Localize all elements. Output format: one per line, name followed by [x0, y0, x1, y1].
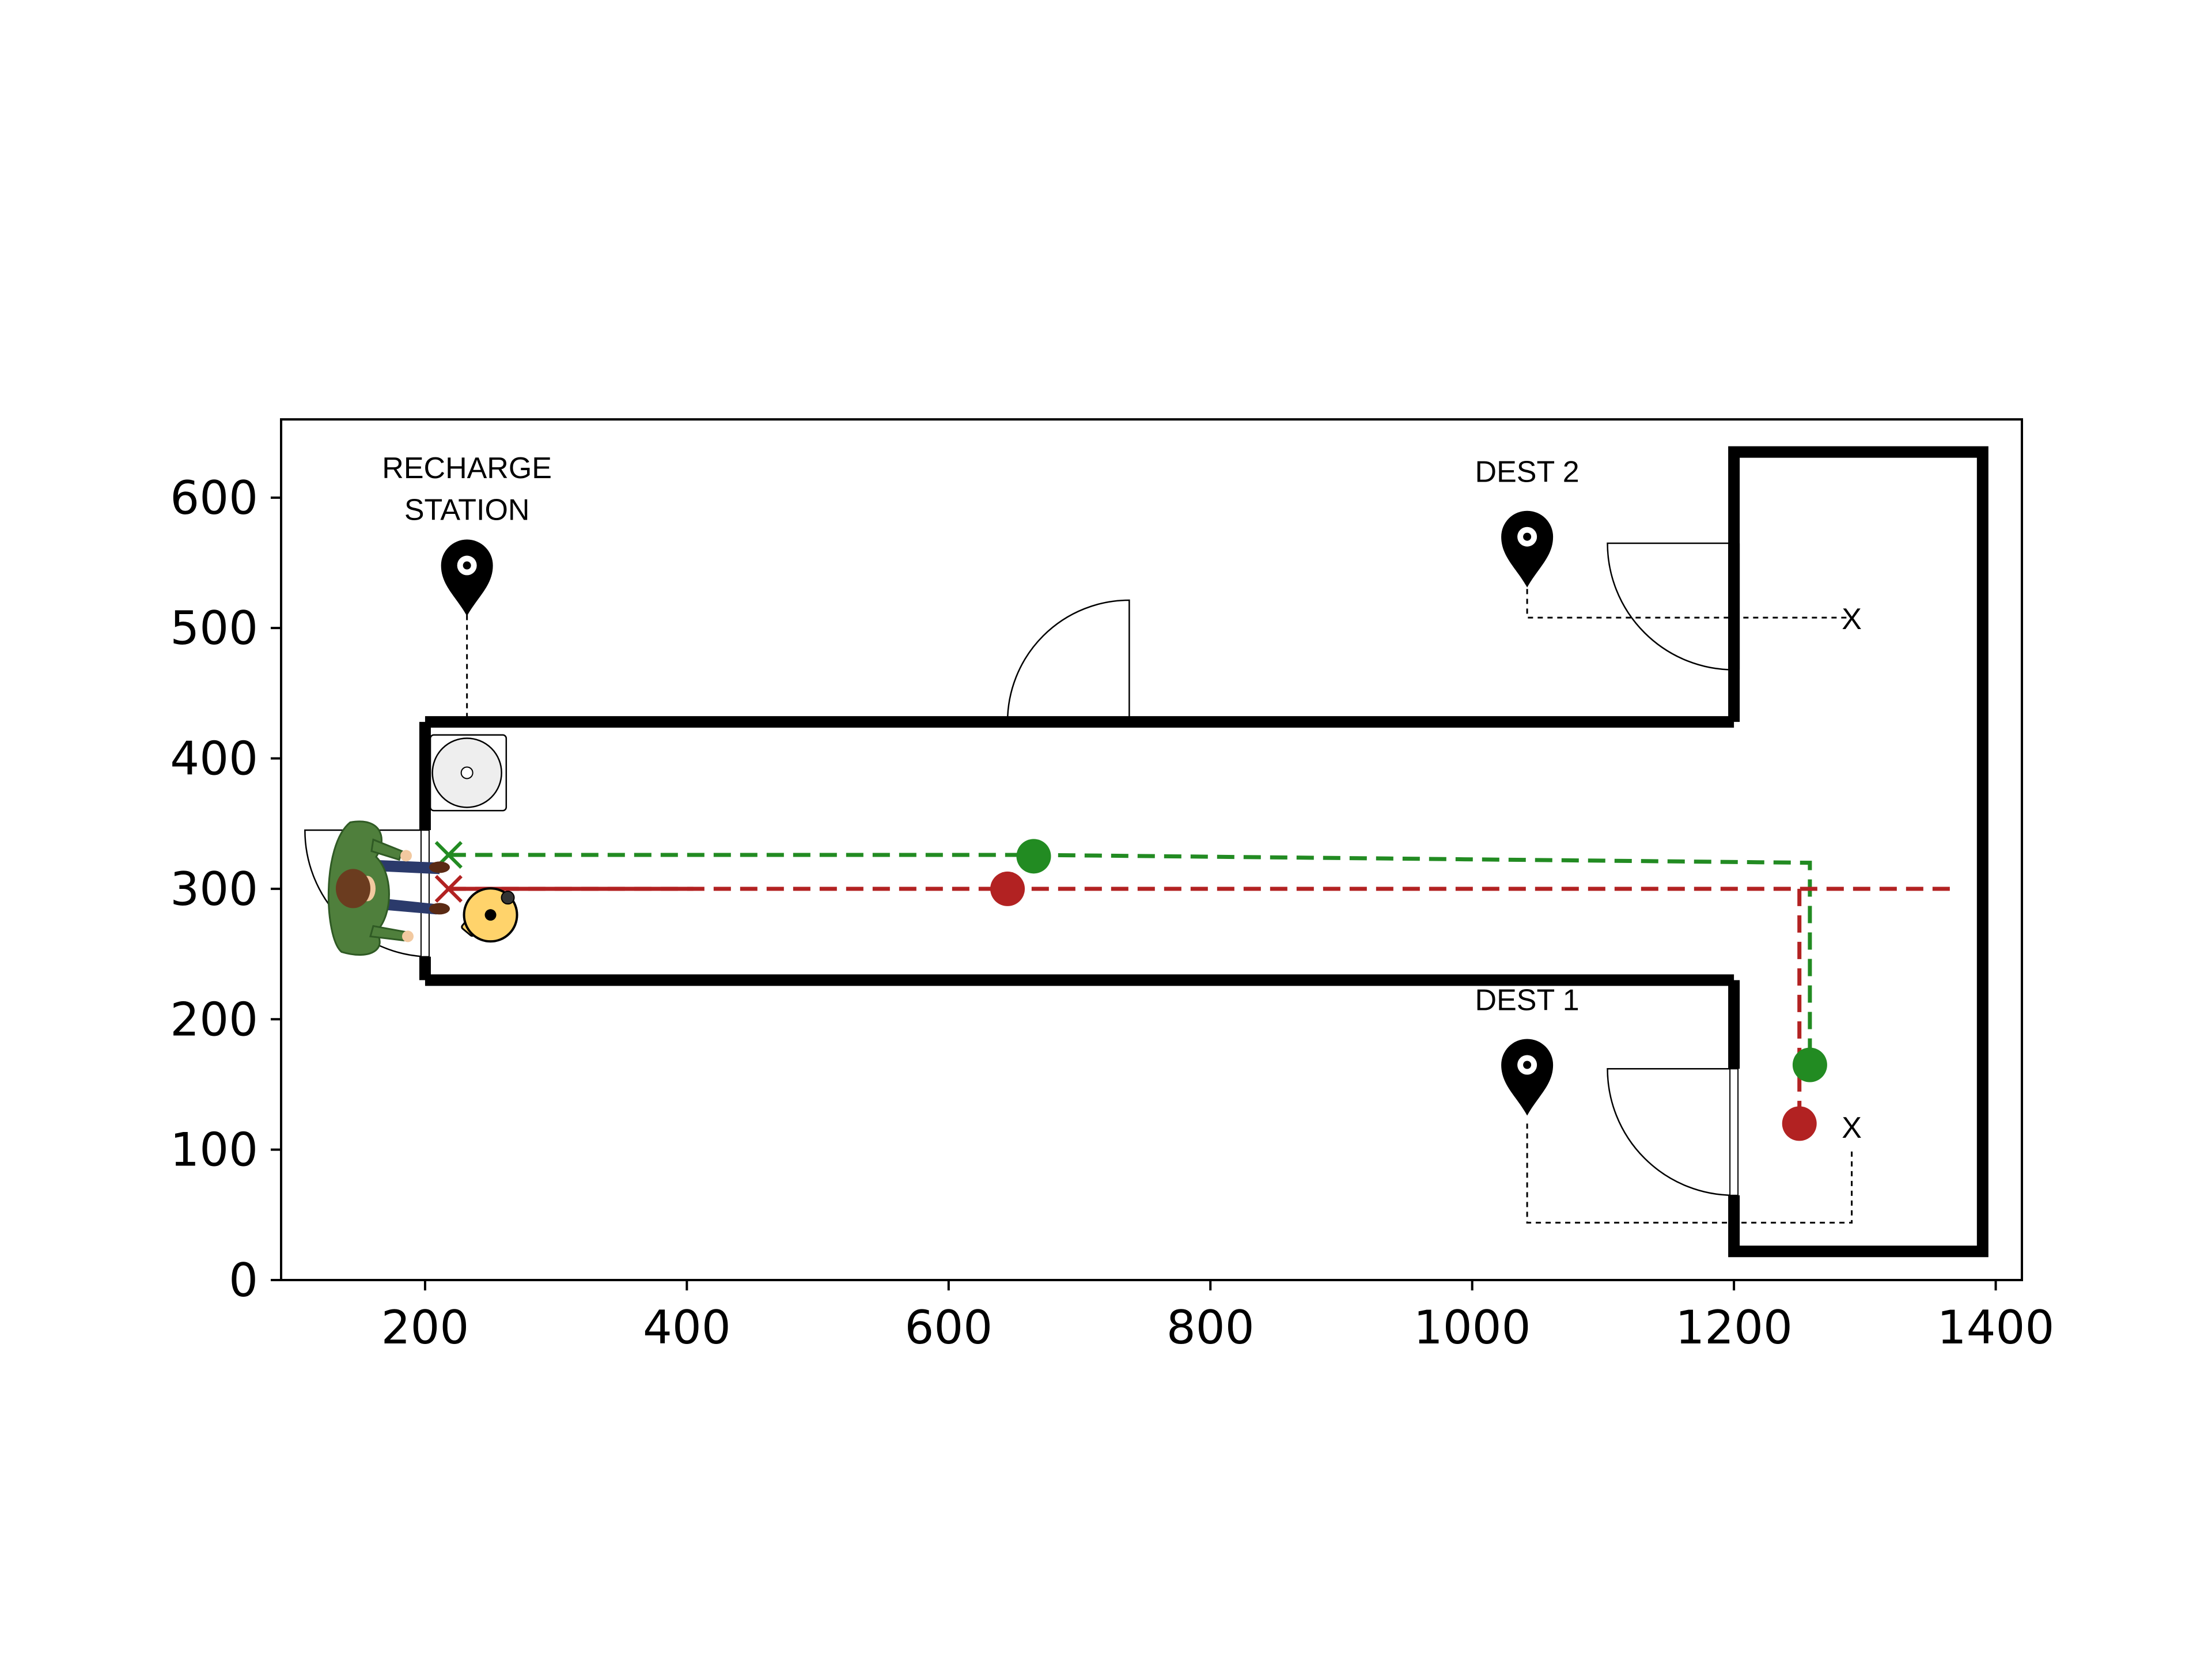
dest1-pin-icon-body [1501, 1039, 1554, 1116]
dest2-pin-icon-dot [1523, 532, 1532, 541]
y-tick-label: 100 [170, 1123, 258, 1177]
y-tick-label: 600 [170, 471, 258, 525]
current-position-marker-1 [1016, 839, 1051, 874]
door-swing-dest1 [1607, 1068, 1734, 1197]
guide-dest2 [1526, 569, 1852, 619]
charging-dock-center [460, 766, 474, 779]
path-series-1 [448, 853, 1812, 1065]
y-tick-label: 200 [170, 993, 258, 1046]
current-position-marker-2 [990, 871, 1025, 906]
goal-marker-1 [1792, 1047, 1827, 1082]
x-tick-label: 1000 [1414, 1301, 1531, 1354]
person-hand-upper [400, 850, 412, 862]
recharge-label-line1: RECHARGE [382, 452, 552, 485]
recharge-station-pin-icon-body [441, 539, 493, 616]
door-opening-entrance [420, 830, 430, 957]
door-swing-dest2 [1607, 542, 1734, 671]
dest2-pin-icon-body [1501, 510, 1554, 588]
y-tick-label: 400 [170, 732, 258, 786]
person-hand-lower [402, 930, 414, 942]
y-tick-label: 300 [170, 862, 258, 916]
guide-dest1 [1526, 1123, 1853, 1224]
dest2-label: DEST 2 [1475, 456, 1580, 489]
person-icon [327, 820, 450, 956]
door-swing-top [1006, 599, 1130, 722]
y-tick-label: 500 [170, 601, 258, 655]
person-leg-upper [370, 860, 440, 874]
dest1-pin-icon-dot [1523, 1061, 1532, 1069]
x-tick-label: 600 [904, 1301, 993, 1354]
x-tick-label: 400 [643, 1301, 731, 1354]
dest2-pin-icon [1501, 510, 1554, 588]
dest1-label: DEST 1 [1475, 983, 1580, 1017]
goal-marker-2 [1782, 1106, 1817, 1141]
robot-center [484, 909, 497, 921]
x-tick-label: 800 [1166, 1301, 1255, 1354]
recharge-label-line2: STATION [404, 493, 530, 527]
robot-icon [461, 887, 518, 943]
x-tick-label: 1200 [1675, 1301, 1793, 1354]
dest1-pin-icon [1501, 1039, 1554, 1116]
person-shoe-lower [429, 903, 450, 915]
recharge-station-pin-icon-dot [463, 561, 471, 570]
person-shoe-upper [429, 861, 450, 873]
start-cross-marker-2 [434, 874, 463, 903]
robot-sensor [501, 891, 515, 905]
door-swing-dest1-opening [1729, 1068, 1739, 1196]
recharge-station-pin-icon [441, 539, 493, 616]
wall-room-outline [1728, 446, 1988, 1258]
x-tick-label: 1400 [1937, 1301, 2055, 1354]
person-hair [335, 869, 370, 908]
target-x-dest2: X [1842, 603, 1862, 636]
target-x-dest1: X [1842, 1111, 1862, 1145]
x-tick-label: 200 [381, 1301, 469, 1354]
y-tick-label: 0 [229, 1254, 258, 1307]
person-arm-upper [370, 838, 403, 861]
plot-frame [280, 418, 2023, 1281]
